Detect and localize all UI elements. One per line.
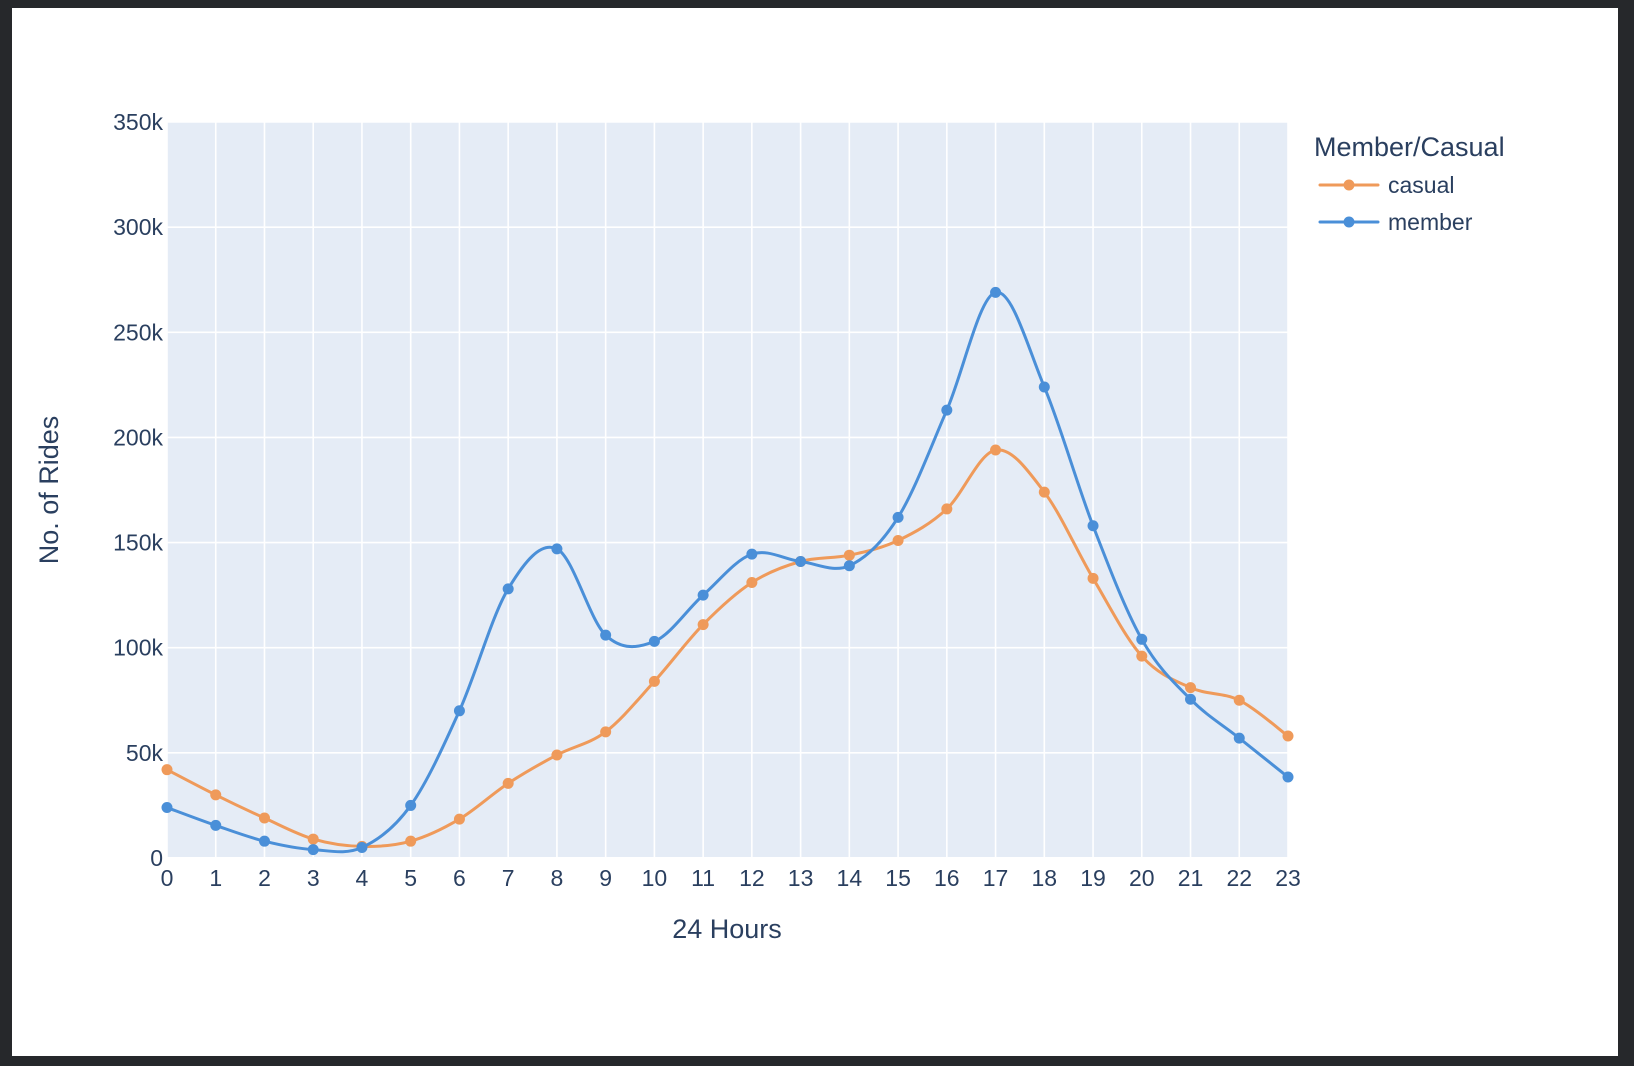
plot-area-background xyxy=(167,122,1288,858)
x-tick-label: 3 xyxy=(307,865,320,891)
data-point-casual-6[interactable] xyxy=(453,813,465,825)
x-tick-label: 6 xyxy=(453,865,466,891)
x-tick-label: 5 xyxy=(404,865,417,891)
x-tick-label: 11 xyxy=(691,865,715,891)
y-tick-label: 300k xyxy=(113,214,163,240)
x-tick-label: 21 xyxy=(1178,865,1204,891)
x-tick-label: 18 xyxy=(1032,865,1058,891)
data-point-casual-20[interactable] xyxy=(1136,650,1148,662)
data-point-casual-23[interactable] xyxy=(1282,730,1294,742)
data-point-member-8[interactable] xyxy=(551,543,563,555)
data-point-casual-19[interactable] xyxy=(1087,572,1099,584)
y-tick-label: 100k xyxy=(113,635,163,661)
legend-item-casual[interactable]: casual xyxy=(1318,172,1454,198)
data-point-casual-2[interactable] xyxy=(258,812,270,824)
legend-title: Member/Casual xyxy=(1314,132,1505,162)
data-point-member-10[interactable] xyxy=(648,635,660,647)
data-point-member-18[interactable] xyxy=(1038,381,1050,393)
data-point-member-5[interactable] xyxy=(405,799,417,811)
y-axis-title: No. of Rides xyxy=(34,416,64,565)
series-member xyxy=(161,286,1294,856)
y-axis-ticks: 0 50k 100k 150k 200k 250k 300k 350k xyxy=(113,109,163,871)
data-point-member-6[interactable] xyxy=(453,705,465,717)
legend: Member/Casual casual member xyxy=(1314,132,1505,235)
legend-casual-label: casual xyxy=(1388,172,1454,198)
x-tick-label: 22 xyxy=(1226,865,1252,891)
data-point-casual-14[interactable] xyxy=(843,549,855,561)
data-point-casual-5[interactable] xyxy=(405,835,417,847)
data-point-casual-18[interactable] xyxy=(1038,486,1050,498)
data-point-member-16[interactable] xyxy=(941,404,953,416)
x-tick-label: 14 xyxy=(837,865,863,891)
x-tick-label: 17 xyxy=(983,865,1009,891)
x-tick-label: 4 xyxy=(356,865,369,891)
x-tick-label: 15 xyxy=(885,865,911,891)
x-tick-label: 2 xyxy=(258,865,271,891)
x-tick-label: 16 xyxy=(934,865,960,891)
legend-member-label: member xyxy=(1388,209,1473,235)
x-tick-label: 7 xyxy=(502,865,515,891)
data-point-casual-11[interactable] xyxy=(697,619,709,631)
x-tick-label: 0 xyxy=(161,865,174,891)
data-point-member-7[interactable] xyxy=(502,583,514,595)
data-point-casual-1[interactable] xyxy=(210,789,222,801)
data-point-casual-7[interactable] xyxy=(502,777,514,789)
x-tick-label: 8 xyxy=(551,865,564,891)
data-point-casual-3[interactable] xyxy=(307,833,319,845)
data-point-member-12[interactable] xyxy=(746,548,758,560)
data-point-member-1[interactable] xyxy=(210,819,222,831)
y-tick-label: 150k xyxy=(113,530,163,556)
data-point-casual-17[interactable] xyxy=(990,444,1002,456)
data-point-casual-21[interactable] xyxy=(1185,682,1197,694)
y-tick-label: 0 xyxy=(150,845,163,871)
data-point-casual-12[interactable] xyxy=(746,577,758,589)
data-point-member-0[interactable] xyxy=(161,802,173,814)
data-point-member-22[interactable] xyxy=(1233,732,1245,744)
x-tick-label: 10 xyxy=(642,865,668,891)
data-point-member-9[interactable] xyxy=(600,629,612,641)
data-point-casual-8[interactable] xyxy=(551,749,563,761)
x-tick-label: 9 xyxy=(599,865,612,891)
x-axis-ticks: 0 1 2 3 4 5 6 7 8 9 10 11 12 13 14 15 16 17 18 19 20 21 22 23 xyxy=(161,865,1301,891)
legend-item-member[interactable]: member xyxy=(1318,209,1473,235)
data-point-member-17[interactable] xyxy=(990,286,1002,298)
data-point-casual-10[interactable] xyxy=(648,675,660,687)
data-point-casual-22[interactable] xyxy=(1233,694,1245,706)
y-tick-label: 250k xyxy=(113,319,163,345)
data-point-casual-0[interactable] xyxy=(161,764,173,776)
data-point-member-23[interactable] xyxy=(1282,771,1294,783)
x-tick-label: 13 xyxy=(788,865,814,891)
data-point-member-11[interactable] xyxy=(697,589,709,601)
data-point-member-3[interactable] xyxy=(307,844,319,856)
x-tick-label: 23 xyxy=(1275,865,1301,891)
data-point-member-15[interactable] xyxy=(892,511,904,523)
data-point-casual-15[interactable] xyxy=(892,534,904,546)
data-point-casual-9[interactable] xyxy=(600,726,612,738)
legend-member-swatch-dot xyxy=(1343,216,1355,228)
data-point-member-20[interactable] xyxy=(1136,633,1148,645)
x-axis-title: 24 Hours xyxy=(672,914,782,944)
series-lines xyxy=(161,286,1294,856)
y-tick-label: 350k xyxy=(113,109,163,135)
data-point-member-19[interactable] xyxy=(1087,520,1099,532)
data-point-member-21[interactable] xyxy=(1185,693,1197,705)
data-point-member-2[interactable] xyxy=(258,835,270,847)
data-point-casual-16[interactable] xyxy=(941,503,953,515)
x-tick-label: 20 xyxy=(1129,865,1155,891)
y-tick-label: 200k xyxy=(113,424,163,450)
data-point-member-14[interactable] xyxy=(843,560,855,572)
y-tick-label: 50k xyxy=(126,740,164,766)
data-point-member-4[interactable] xyxy=(356,841,368,853)
x-tick-label: 12 xyxy=(739,865,765,891)
x-tick-label: 1 xyxy=(209,865,222,891)
x-tick-label: 19 xyxy=(1080,865,1106,891)
data-point-member-13[interactable] xyxy=(795,555,807,567)
legend-casual-swatch-dot xyxy=(1343,179,1355,191)
